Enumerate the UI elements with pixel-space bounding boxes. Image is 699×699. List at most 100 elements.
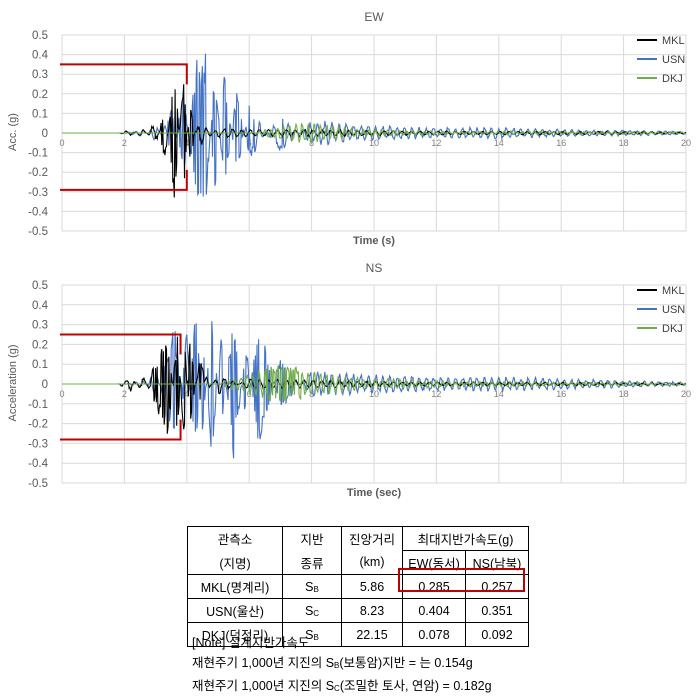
y-tick-label: -0.2 xyxy=(28,167,48,179)
series-line-usn xyxy=(62,53,687,197)
table-row: USN(울산) SC 8.23 0.404 0.351 xyxy=(187,598,529,623)
header-distance: 진앙거리 xyxy=(341,526,403,551)
x-tick-label: 18 xyxy=(619,389,629,399)
x-tick-label: 20 xyxy=(681,389,691,399)
cell-ns: 0.351 xyxy=(465,598,529,623)
table-header-row: 관측소 지반 진앙거리 최대지반가속도(g) xyxy=(187,526,529,551)
x-tick-label: 6 xyxy=(247,389,252,399)
legend-label: DKJ xyxy=(662,73,683,85)
y-tick-label: -0.2 xyxy=(28,419,48,431)
cell-distance: 8.23 xyxy=(341,598,403,623)
note-line: 재현주기 1,000년 지진의 SB(보통암)지반 = 는 0.154g xyxy=(192,656,473,670)
x-tick-label: 2 xyxy=(122,389,127,399)
legend-label: MKL xyxy=(662,35,685,47)
legend-label: USN xyxy=(662,54,685,66)
series-lines xyxy=(62,321,687,459)
y-tick-label: -0.4 xyxy=(28,458,48,470)
cell-soil: SB xyxy=(282,574,342,599)
chart-title: NS xyxy=(366,261,383,275)
chart-title: EW xyxy=(364,10,384,24)
y-tick-label: 0.2 xyxy=(32,339,48,351)
legend: MKL USN DKJ xyxy=(637,285,685,335)
peak-annotation xyxy=(60,333,182,441)
x-tick-label: 18 xyxy=(619,138,629,148)
peak-annotation xyxy=(60,63,188,191)
table-row: DKJ(덕정리) SB 22.15 0.078 0.092 xyxy=(187,622,529,647)
x-tick-label: 0 xyxy=(59,138,64,148)
y-tick-label: 0.5 xyxy=(32,280,48,292)
header-pga: 최대지반가속도(g) xyxy=(402,526,529,551)
notes: [Note] 설계지반가속도 재현주기 1,000년 지진의 SB(보통암)지반… xyxy=(192,633,492,699)
y-ticks: 0.5 0.4 0.3 0.2 0.1 0 -0.1 -0.2 -0.3 -0.4 -0.5 xyxy=(28,280,48,490)
station-table: 관측소 지반 진앙거리 최대지반가속도(g) (지명) 종류 (km) EW(동… xyxy=(187,526,529,647)
x-tick-label: 2 xyxy=(122,138,127,148)
cell-ew: 0.078 xyxy=(402,622,466,647)
y-tick-label: 0.3 xyxy=(32,320,48,332)
x-tick-label: 10 xyxy=(369,138,379,148)
cell-station: USN(울산) xyxy=(187,598,283,623)
y-tick-label: -0.1 xyxy=(28,148,48,160)
note-title: [Note] 설계지반가속도 xyxy=(192,636,310,650)
x-tick-label: 0 xyxy=(59,389,64,399)
x-tick-label: 12 xyxy=(431,389,441,399)
y-tick-label: 0.3 xyxy=(32,69,48,81)
legend-label: MKL xyxy=(662,285,685,297)
header-station-sub: (지명) xyxy=(187,550,283,575)
min-level-line xyxy=(60,169,188,191)
x-tick-label: 10 xyxy=(369,389,379,399)
x-ticks: 0 2 4 6 8 10 12 14 16 18 20 xyxy=(59,389,691,399)
series-line-dkj xyxy=(62,122,687,144)
highlight-box xyxy=(398,568,525,592)
y-tick-label: 0.1 xyxy=(32,108,48,120)
x-tick-label: 14 xyxy=(494,138,504,148)
min-level-line xyxy=(60,419,182,441)
legend-label: USN xyxy=(662,304,685,316)
cell-soil: SC xyxy=(282,598,342,623)
x-tick-label: 20 xyxy=(681,138,691,148)
x-tick-label: 14 xyxy=(494,389,504,399)
y-tick-label: -0.4 xyxy=(28,206,48,218)
x-tick-label: 4 xyxy=(184,389,189,399)
y-tick-label: -0.1 xyxy=(28,399,48,411)
chart-ew: EW 0.50.40.30.20.10-0.1-0.2-0.3-0.4-0.5 … xyxy=(7,10,691,247)
y-tick-label: 0 xyxy=(42,379,48,391)
max-level-line xyxy=(60,63,188,85)
series-line-dkj xyxy=(62,365,687,402)
x-tick-label: 16 xyxy=(556,389,566,399)
y-tick-label: 0.4 xyxy=(32,50,49,62)
max-level-line xyxy=(60,333,182,355)
x-tick-label: 16 xyxy=(556,138,566,148)
x-axis-label: Time (s) xyxy=(353,235,395,247)
header-soil-sub: 종류 xyxy=(282,550,342,575)
legend: MKL USN DKJ xyxy=(637,35,685,85)
cell-ew: 0.404 xyxy=(402,598,466,623)
note-line: 재현주기 1,000년 지진의 SC(조밀한 토사, 연암) = 0.182g xyxy=(192,679,492,693)
header-soil: 지반 xyxy=(282,526,342,551)
series-lines xyxy=(62,53,687,198)
y-axis-label: Acceleration (g) xyxy=(7,344,19,421)
y-tick-label: 0.5 xyxy=(32,30,48,42)
header-ns: NS(남북) xyxy=(465,550,529,575)
y-tick-label: 0 xyxy=(42,128,48,140)
table-header-row: (지명) 종류 (km) EW(동서) NS(남북) xyxy=(187,550,529,575)
y-tick-label: 0.4 xyxy=(32,300,49,312)
y-axis-label: Acc. (g) xyxy=(7,113,19,151)
y-tick-label: 0.1 xyxy=(32,359,48,371)
y-tick-label: -0.3 xyxy=(28,187,48,199)
cell-distance: 22.15 xyxy=(341,622,403,647)
cell-distance: 5.86 xyxy=(341,574,403,599)
header-distance-sub: (km) xyxy=(341,550,403,575)
x-tick-label: 6 xyxy=(247,138,252,148)
cell-station: MKL(명계리) xyxy=(187,574,283,599)
cell-soil: SB xyxy=(282,622,342,647)
x-axis-label: Time (sec) xyxy=(347,487,402,499)
y-tick-label: 0.2 xyxy=(32,89,48,101)
chart-ns: NS 0.50.40.30.20.10-0.1-0.2-0.3-0.4-0.5 … xyxy=(7,261,691,499)
y-ticks: 0.5 0.4 0.3 0.2 0.1 0 -0.1 -0.2 -0.3 -0.4 -0.5 xyxy=(28,30,48,238)
cell-ns: 0.092 xyxy=(465,622,529,647)
y-tick-label: -0.5 xyxy=(28,478,48,490)
x-tick-label: 12 xyxy=(431,138,441,148)
header-station: 관측소 xyxy=(187,526,283,551)
y-tick-label: -0.3 xyxy=(28,438,48,450)
legend-label: DKJ xyxy=(662,323,683,335)
